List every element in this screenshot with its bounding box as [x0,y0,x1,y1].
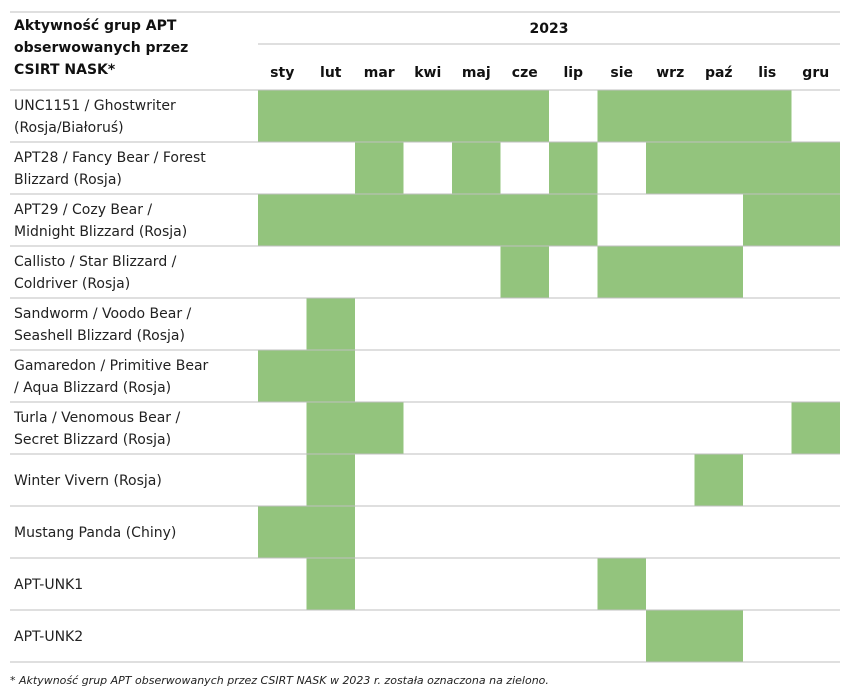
year-header: 2023 [530,21,569,37]
month-label: gru [802,65,829,81]
activity-cell [355,142,404,194]
activity-cell [646,246,695,298]
group-label: Seashell Blizzard (Rosja) [14,328,185,344]
group-label: (Rosja/Białoruś) [14,120,124,136]
activity-cell [355,194,404,246]
activity-cell [258,506,307,558]
activity-cell [306,350,355,402]
activity-cell [355,90,404,142]
group-label: Secret Blizzard (Rosja) [14,432,171,448]
activity-cell [500,90,549,142]
activity-cell [306,194,355,246]
group-label: Blizzard (Rosja) [14,172,122,188]
activity-cell [258,350,307,402]
activity-cell [403,90,452,142]
group-label: Winter Vivern (Rosja) [14,473,162,489]
activity-cell [743,194,792,246]
month-label: sie [610,65,633,81]
activity-cell [646,90,695,142]
activity-cell [597,558,646,610]
activity-cell [694,142,743,194]
activity-cell [791,194,840,246]
activity-cell [403,194,452,246]
group-label: Mustang Panda (Chiny) [14,525,176,541]
activity-cell [791,142,840,194]
activity-cell [694,246,743,298]
activity-cell [306,90,355,142]
corner-header-line: Aktywność grup APT [14,18,177,34]
activity-cell [500,194,549,246]
group-label: Turla / Venomous Bear / [13,410,181,426]
activity-cell [743,142,792,194]
group-label: Midnight Blizzard (Rosja) [14,224,187,240]
group-label: APT-UNK2 [14,629,83,645]
month-label: wrz [656,65,684,81]
activity-cell [743,90,792,142]
corner-header-line: obserwowanych przez [14,40,188,56]
activity-cell [452,90,501,142]
activity-cell [791,402,840,454]
activity-cell [646,610,695,662]
activity-cell [694,610,743,662]
group-label: Sandworm / Voodo Bear / [14,306,192,322]
group-label: Gamaredon / Primitive Bear [14,358,209,374]
group-label: Callisto / Star Blizzard / [14,254,177,270]
activity-cell [355,402,404,454]
activity-cell [258,90,307,142]
activity-cell [597,246,646,298]
activity-cell [500,246,549,298]
activity-cell [597,90,646,142]
group-label: APT28 / Fancy Bear / Forest [14,150,206,166]
activity-cell [258,194,307,246]
activity-cell [549,142,598,194]
month-label: kwi [414,65,441,81]
month-label: cze [512,65,538,81]
month-label: lip [563,65,583,81]
month-label: mar [364,65,395,81]
activity-cell [549,194,598,246]
corner-header-line: CSIRT NASK* [14,62,116,78]
month-label: paź [705,65,733,81]
activity-cell [694,90,743,142]
month-label: lis [758,65,776,81]
group-label: APT29 / Cozy Bear / [14,202,152,218]
activity-cell [306,506,355,558]
group-label: / Aqua Blizzard (Rosja) [14,380,171,396]
month-label: lut [320,65,342,81]
activity-cell [306,402,355,454]
activity-cell [306,454,355,506]
group-label: Coldriver (Rosja) [14,276,130,292]
footnote: * Aktywność grup APT obserwowanych przez… [10,674,549,687]
activity-cell [646,142,695,194]
month-label: sty [270,65,294,81]
activity-cell [694,454,743,506]
group-label: UNC1151 / Ghostwriter [14,98,176,114]
activity-cell [306,298,355,350]
activity-cell [306,558,355,610]
month-label: maj [462,65,491,81]
activity-cell [452,194,501,246]
activity-cell [452,142,501,194]
group-label: APT-UNK1 [14,577,83,593]
